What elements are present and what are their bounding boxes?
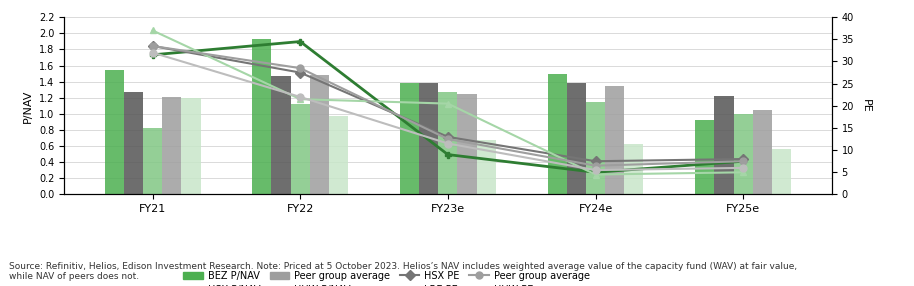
Bar [181, 98, 200, 194]
Bar [291, 104, 310, 194]
Bar [753, 110, 772, 194]
Bar [547, 74, 567, 194]
Bar [734, 114, 753, 194]
Bar [271, 76, 291, 194]
Bar [605, 86, 624, 194]
Bar [310, 75, 329, 194]
Bar [104, 69, 123, 194]
Bar [457, 94, 477, 194]
Bar [586, 102, 605, 194]
Bar [477, 140, 495, 194]
Bar [624, 144, 643, 194]
Text: Source: Refinitiv, Helios, Edison Investment Research. Note: Priced at 5 October: Source: Refinitiv, Helios, Edison Invest… [9, 262, 797, 281]
Bar [162, 97, 181, 194]
Bar [419, 83, 439, 194]
Bar [123, 92, 143, 194]
Bar [567, 83, 586, 194]
Bar [143, 128, 162, 194]
Bar [400, 83, 419, 194]
Y-axis label: PE: PE [861, 99, 871, 113]
Bar [329, 116, 348, 194]
Bar [696, 120, 715, 194]
Y-axis label: P/NAV: P/NAV [23, 89, 33, 122]
Bar [252, 39, 271, 194]
Legend: BEZ P/NAV, HSX P/NAV, LRE P/NAV, Peer group average, HUW P/NAV, BEZ PE, HSX PE, : BEZ P/NAV, HSX P/NAV, LRE P/NAV, Peer gr… [179, 267, 593, 286]
Bar [715, 96, 734, 194]
Bar [772, 148, 792, 194]
Bar [439, 92, 457, 194]
